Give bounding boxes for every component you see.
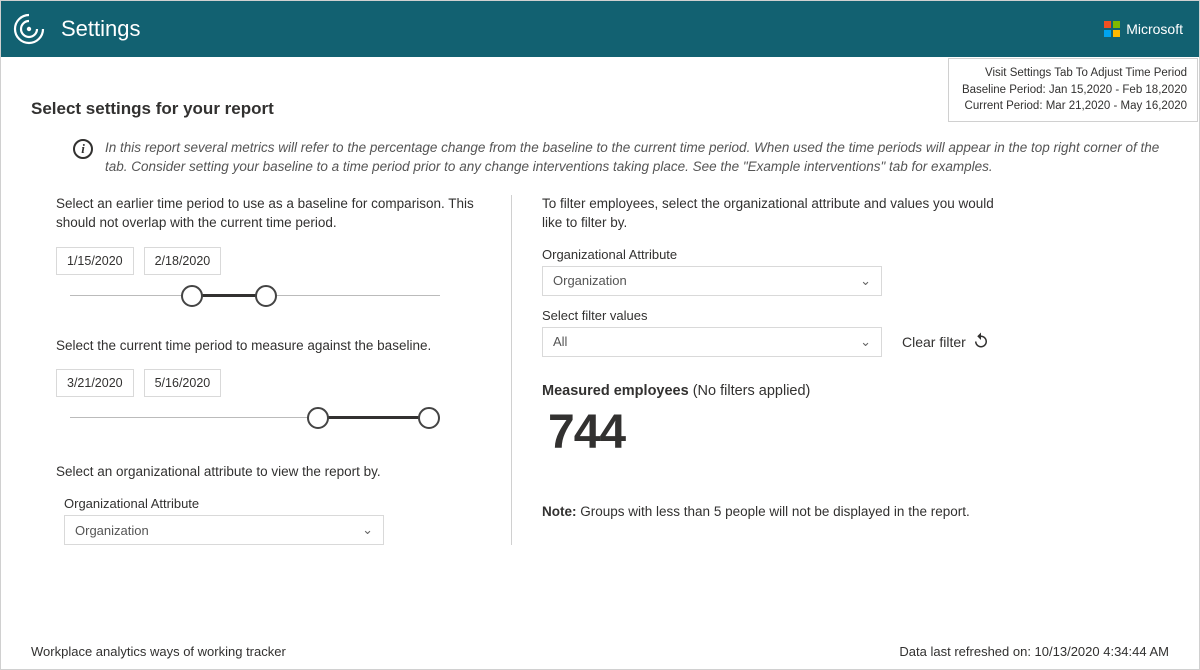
info-icon: i — [73, 139, 93, 159]
app-header: Settings Microsoft — [1, 1, 1199, 57]
attribute-instruction: Select an organizational attribute to vi… — [56, 463, 491, 482]
info-banner: i In this report several metrics will re… — [31, 129, 1169, 195]
current-instruction: Select the current time period to measur… — [56, 337, 491, 356]
undo-icon — [972, 331, 990, 352]
microsoft-logo-icon — [1104, 21, 1120, 37]
microsoft-brand: Microsoft — [1104, 21, 1183, 37]
page-title: Settings — [61, 16, 141, 42]
info-text: In this report several metrics will refe… — [105, 139, 1169, 177]
current-start-date[interactable]: 3/21/2020 — [56, 369, 134, 397]
filter-values-label: Select filter values — [542, 308, 1002, 323]
note-line: Note: Groups with less than 5 people wil… — [542, 504, 1002, 519]
left-attr-dropdown[interactable]: Organization ⌄ — [64, 515, 384, 545]
filter-values-dropdown[interactable]: All ⌄ — [542, 327, 882, 357]
note-label: Note: — [542, 504, 577, 519]
current-end-date[interactable]: 5/16/2020 — [144, 369, 222, 397]
footer-right: Data last refreshed on: 10/13/2020 4:34:… — [899, 644, 1169, 659]
left-attr-label: Organizational Attribute — [64, 496, 491, 511]
microsoft-label: Microsoft — [1126, 21, 1183, 37]
current-slider-handle-start[interactable] — [307, 407, 329, 429]
chevron-down-icon: ⌄ — [860, 334, 871, 350]
baseline-instruction: Select an earlier time period to use as … — [56, 195, 491, 233]
measured-suffix: (No filters applied) — [689, 383, 811, 399]
current-slider[interactable] — [70, 403, 440, 433]
right-attr-label: Organizational Attribute — [542, 247, 1002, 262]
baseline-start-date[interactable]: 1/15/2020 — [56, 247, 134, 275]
chevron-down-icon: ⌄ — [860, 273, 871, 289]
clear-filter-button[interactable]: Clear filter — [902, 331, 990, 352]
filter-instruction: To filter employees, select the organiza… — [542, 195, 1002, 233]
clear-filter-label: Clear filter — [902, 334, 966, 350]
baseline-slider-handle-start[interactable] — [181, 285, 203, 307]
app-logo-icon — [11, 11, 47, 47]
chevron-down-icon: ⌄ — [362, 522, 373, 538]
left-attr-value: Organization — [75, 523, 149, 538]
measured-employees-count: 744 — [548, 405, 1002, 460]
baseline-end-date[interactable]: 2/18/2020 — [144, 247, 222, 275]
measured-label: Measured employees — [542, 383, 689, 399]
baseline-slider[interactable] — [70, 281, 440, 311]
right-attr-value: Organization — [553, 273, 627, 288]
section-heading: Select settings for your report — [31, 99, 1169, 119]
baseline-slider-handle-end[interactable] — [255, 285, 277, 307]
current-slider-handle-end[interactable] — [418, 407, 440, 429]
measured-employees-line: Measured employees (No filters applied) — [542, 383, 1002, 399]
right-attr-dropdown[interactable]: Organization ⌄ — [542, 266, 882, 296]
note-text: Groups with less than 5 people will not … — [577, 504, 970, 519]
footer-left: Workplace analytics ways of working trac… — [31, 644, 286, 659]
filter-values-value: All — [553, 334, 567, 349]
